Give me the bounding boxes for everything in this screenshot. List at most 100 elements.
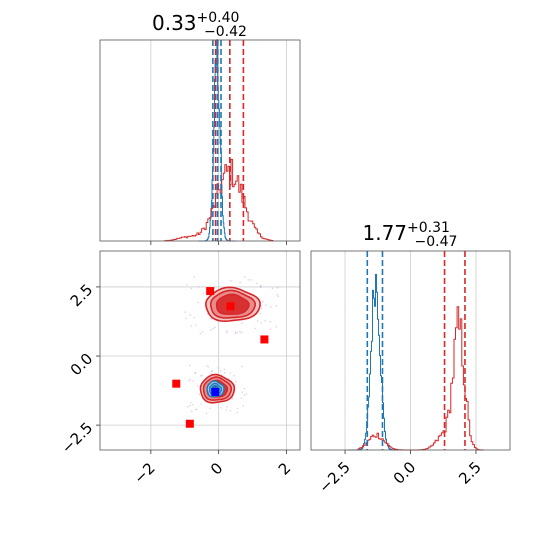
sample-point — [190, 325, 192, 327]
scatter-background — [100, 251, 300, 450]
sample-point — [242, 405, 245, 407]
sample-point — [269, 328, 272, 331]
top-histogram-background — [100, 40, 300, 241]
sample-point — [239, 330, 241, 333]
scatter-y-tick-label: −2.5 — [58, 419, 96, 457]
right-histogram-title-minus: −0.47 — [415, 234, 458, 250]
sample-point — [275, 326, 278, 328]
red-marker — [206, 287, 215, 296]
right-histogram-title: 1.77+0.31 — [363, 220, 450, 245]
sample-point — [197, 285, 200, 288]
sample-point — [269, 320, 271, 323]
sample-point — [184, 311, 186, 313]
sample-point — [260, 284, 262, 287]
sample-point — [262, 300, 264, 303]
scatter-plot-area — [100, 251, 300, 450]
sample-point — [195, 324, 197, 326]
sample-point — [225, 408, 228, 411]
sample-point — [276, 293, 278, 296]
sample-point — [243, 394, 246, 396]
sample-point — [205, 412, 208, 415]
sample-point — [191, 403, 194, 406]
sample-point — [254, 327, 256, 330]
top-histogram-title: 0.33+0.40 — [152, 10, 239, 35]
sample-point — [220, 407, 222, 409]
sample-point — [226, 330, 228, 332]
blue-marker — [211, 387, 220, 396]
sample-point — [217, 367, 220, 369]
red-histogram — [163, 159, 274, 242]
sample-point — [224, 371, 226, 374]
red-marker — [226, 302, 235, 311]
sample-point — [277, 295, 280, 298]
right-histogram-tick-label: −2.5 — [315, 458, 353, 496]
sample-point — [276, 287, 279, 289]
sample-point — [210, 372, 212, 375]
sample-point — [200, 403, 202, 405]
sample-point — [197, 385, 199, 387]
sample-point — [240, 397, 243, 400]
scatter-x-tick-label: 2 — [275, 459, 294, 478]
scatter-y-tick-label: 2.5 — [67, 281, 97, 311]
sample-point — [270, 306, 272, 308]
sample-point — [214, 326, 216, 329]
sample-point — [212, 327, 214, 330]
sample-point — [260, 305, 263, 307]
sample-point — [192, 380, 195, 382]
sample-point — [226, 406, 228, 408]
sample-point — [229, 372, 231, 374]
sample-point — [190, 287, 193, 290]
sample-point — [189, 378, 192, 381]
sample-point — [194, 372, 197, 374]
sample-point — [193, 276, 196, 278]
sample-point — [198, 393, 201, 396]
sample-point — [231, 397, 234, 399]
red-histogram — [357, 306, 484, 451]
sample-point — [195, 408, 197, 411]
sample-point — [233, 374, 235, 377]
sample-point — [189, 314, 192, 316]
sample-point — [200, 375, 202, 377]
top-histogram-title-minus: −0.42 — [204, 24, 247, 40]
sample-point — [271, 287, 274, 290]
sample-point — [207, 365, 210, 368]
sample-point — [240, 331, 243, 334]
sample-point — [260, 307, 263, 310]
sample-point — [260, 322, 263, 324]
sample-point — [202, 292, 205, 295]
sample-point — [265, 304, 267, 307]
sample-point — [259, 312, 262, 315]
right-histogram-tick-label: 2.5 — [455, 458, 485, 488]
sample-point — [229, 409, 232, 412]
sample-point — [186, 284, 188, 286]
red-marker — [260, 335, 269, 344]
sample-point — [188, 380, 190, 382]
sample-point — [234, 331, 237, 334]
title-value: 0.33 — [152, 11, 197, 35]
scatter-frame — [99, 250, 301, 451]
sample-point — [201, 330, 204, 333]
sample-point — [247, 279, 250, 281]
sample-point — [250, 279, 252, 281]
sample-point — [185, 317, 187, 320]
sample-point — [209, 329, 212, 331]
sample-point — [209, 407, 211, 410]
sample-point — [223, 368, 226, 371]
sample-point — [210, 318, 212, 320]
right-histogram-panel: −2.5 0.0 2.5 1.77+0.31−0.47 — [315, 220, 484, 497]
sample-point — [219, 369, 222, 372]
sample-point — [245, 393, 248, 395]
scatter-y-tick-label: 0.0 — [67, 350, 97, 380]
sample-point — [243, 387, 246, 390]
sample-point — [189, 404, 191, 407]
sample-point — [236, 331, 239, 334]
sample-point — [211, 370, 213, 372]
sample-point — [275, 304, 278, 307]
sample-point — [193, 316, 196, 319]
sample-point — [236, 411, 239, 414]
sample-point — [239, 281, 242, 284]
right-histogram-frame — [310, 250, 511, 451]
sample-point — [201, 374, 203, 377]
sample-point — [255, 282, 258, 285]
